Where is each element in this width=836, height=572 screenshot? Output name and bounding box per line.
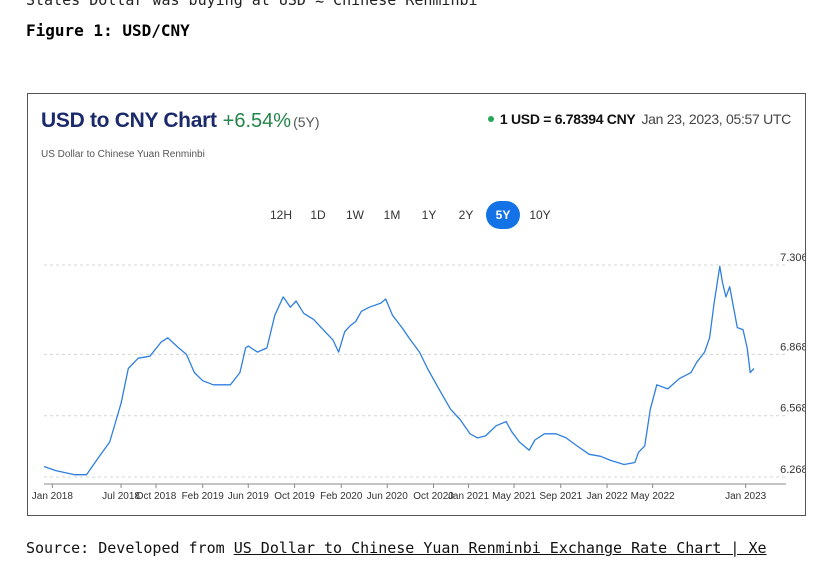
x-tick-label: Feb 2020 — [320, 491, 363, 502]
x-tick-label: Sep 2021 — [539, 491, 582, 502]
x-tick-label: May 2021 — [492, 491, 536, 502]
live-dot-icon — [487, 116, 494, 122]
x-tick-label: Jun 2020 — [367, 491, 409, 502]
rate-line-chart[interactable]: 7.30636 6.86882 6.56882 6.26882 Jan 2018 Jul… — [28, 94, 805, 515]
x-tick-label: Feb 2019 — [182, 491, 225, 502]
x-tick-label: Oct 2018 — [136, 491, 177, 502]
y-gridlines — [44, 264, 786, 478]
range-tab-1d[interactable]: 1D — [310, 208, 326, 222]
x-tick-label: Jan 2018 — [32, 491, 74, 502]
chart-subtitle: US Dollar to Chinese Yuan Renminbi — [41, 149, 205, 160]
series-line — [43, 265, 755, 476]
chart-title-row: USD to CNY Chart +6.54% (5Y) — [41, 109, 320, 133]
live-rate: 1 USD = 6.78394 CNY Jan 23, 2023, 05:57 … — [487, 111, 791, 127]
range-tab-1m[interactable]: 1M — [383, 208, 401, 222]
range-tab-5y[interactable]: 5Y — [486, 201, 520, 229]
x-tick-label: Jun 2019 — [228, 491, 270, 502]
x-tick-label: Jan 2023 — [725, 491, 767, 502]
y-tick-labels: 7.30636 6.86882 6.56882 6.26882 — [780, 252, 805, 476]
x-tick-label: Jan 2021 — [448, 491, 490, 502]
y-tick-label: 6.56882 — [780, 403, 805, 415]
x-tick-label: Jan 2022 — [586, 491, 628, 502]
change-percent: +6.54% — [222, 110, 292, 132]
series-group — [43, 265, 755, 476]
x-tick-label: Oct 2019 — [274, 491, 315, 502]
range-tabs: 12H 1D 1W 1M 1Y 2Y 5Y 10Y — [264, 201, 560, 229]
x-tick-label: May 2022 — [631, 491, 675, 502]
chart-card: USD to CNY Chart +6.54% (5Y) US Dollar to … — [27, 93, 806, 516]
range-tab-2y[interactable]: 2Y — [458, 208, 474, 222]
range-tab-1y[interactable]: 1Y — [421, 208, 437, 222]
range-tab-10y[interactable]: 10Y — [529, 208, 551, 222]
change-period: (5Y) — [293, 114, 320, 130]
figure-title: Figure 1: USD/CNY — [26, 21, 190, 40]
y-tick-label: 7.30636 — [780, 252, 805, 264]
range-tab-12h[interactable]: 12H — [269, 208, 292, 222]
clipped-intro-text: States Dollar was buying at USD ≈ Chines… — [26, 0, 478, 9]
source-caption: Source: Developed from US Dollar to Chin… — [26, 539, 767, 557]
range-tab-1w[interactable]: 1W — [346, 208, 364, 222]
y-tick-label: 6.86882 — [780, 341, 805, 353]
source-prefix: Source: Developed from — [26, 539, 234, 557]
rate-value: 1 USD = 6.78394 CNY — [499, 111, 636, 127]
x-tick-label: Jul 2018 — [102, 491, 140, 502]
source-link[interactable]: US Dollar to Chinese Yuan Renminbi Excha… — [233, 539, 767, 557]
y-tick-label: 6.26882 — [780, 464, 805, 476]
x-tick-label: Oct 2020 — [413, 491, 454, 502]
chart-title: USD to CNY Chart — [41, 109, 217, 132]
rate-timestamp: Jan 23, 2023, 05:57 UTC — [641, 111, 791, 127]
